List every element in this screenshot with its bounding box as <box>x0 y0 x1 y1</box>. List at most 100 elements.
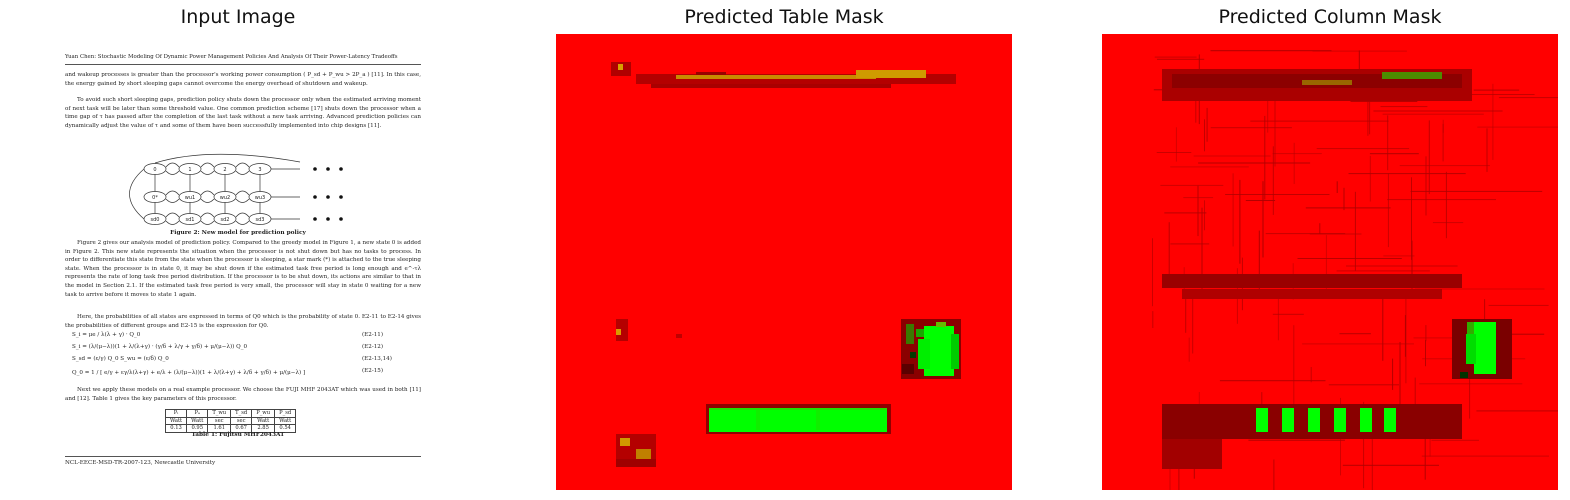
diagram-state-label: 2 <box>223 167 226 173</box>
mask-noise <box>1210 127 1292 129</box>
mask-noise <box>1410 190 1543 192</box>
figure-caption: Figure 2: New model for prediction polic… <box>170 230 306 236</box>
mask-noise <box>1367 75 1369 136</box>
mask-noise <box>1201 207 1203 292</box>
table-cell: 0.95 <box>186 424 209 433</box>
mask-noise <box>1272 153 1322 155</box>
mask-noise <box>1156 152 1192 153</box>
table-row: 0.13 0.95 1.61 0.67 2.85 0.54 <box>164 424 297 433</box>
document-page: Yuan Chen: Stochastic Modeling Of Dynami… <box>10 34 466 490</box>
mask-noise <box>1277 295 1279 341</box>
mask-noise <box>1383 255 1415 257</box>
mask-noise <box>1477 126 1558 128</box>
diagram-arrow <box>165 162 180 168</box>
mask-noise <box>1192 292 1194 354</box>
mask-noise <box>1405 296 1407 384</box>
mask-noise <box>1185 296 1187 333</box>
equation-2: S_i = (λ/(μ−λ))(1 + λ/(λ+γ) · (γ/δ + λ/γ… <box>72 344 248 350</box>
mask-noise <box>1429 425 1431 457</box>
mask-noise <box>1265 233 1346 235</box>
diagram-arrow <box>165 190 180 196</box>
mask-noise <box>1425 325 1427 342</box>
equation-3: S_sd = (ε/γ) Q_0 S_wu = (ε/δ) Q_0 <box>72 356 169 362</box>
mask-noise <box>1168 222 1170 287</box>
mask-noise <box>1325 235 1327 290</box>
diagram-state <box>178 213 202 225</box>
mask-noise <box>1178 457 1180 490</box>
ellipsis-dot <box>339 195 343 199</box>
mask-noise <box>1225 194 1330 195</box>
diagram-state-label: 3 <box>258 167 261 173</box>
mask-noise <box>1198 162 1311 164</box>
mask-noise <box>1310 367 1312 383</box>
ellipsis-dot <box>339 167 343 171</box>
mask-noise <box>1387 115 1389 171</box>
table-cell: 0.54 <box>274 424 297 433</box>
mask-noise <box>1484 299 1486 321</box>
table-cell: Watt <box>186 416 209 426</box>
footer-rule <box>65 456 421 457</box>
mask-noise <box>1272 313 1304 315</box>
table-cell: T_wu <box>207 409 232 418</box>
table-mask-image <box>611 62 961 467</box>
parameter-table: Pᵢ Pₐ T_wu T_sd P_wu P_sd Watt Watt sec … <box>164 409 297 433</box>
mask-noise <box>1273 459 1275 490</box>
diagram-arrow <box>129 168 145 220</box>
mask-noise <box>1473 89 1520 91</box>
diagram-state-label: wu3 <box>255 195 265 201</box>
mask-noise <box>1387 173 1389 248</box>
diagram-state-label: wu2 <box>220 195 230 201</box>
mask-noise <box>1305 207 1391 209</box>
mask-noise <box>1363 401 1365 489</box>
mask-noise <box>1248 439 1345 441</box>
ellipsis-dot <box>326 217 330 221</box>
mask-noise <box>1152 311 1154 328</box>
column-mask-image <box>1152 50 1558 490</box>
mask-noise <box>1232 173 1234 247</box>
diagram-state-label: wu1 <box>185 195 195 201</box>
table-mask-panel <box>556 34 1012 490</box>
header-rule <box>65 64 421 65</box>
mask-noise <box>1193 155 1271 157</box>
mask-noise <box>1399 165 1490 167</box>
mask-noise <box>1411 240 1413 295</box>
diagram-arrow <box>200 198 215 203</box>
mask-noise <box>1387 199 1496 201</box>
table-cell: sec <box>230 416 253 426</box>
mask-noise <box>1328 384 1399 386</box>
diagram-arrow <box>200 212 215 218</box>
equation-3-number: (E2-13,14) <box>362 356 392 362</box>
mask-noise <box>1492 83 1494 160</box>
diagram-arrow <box>200 170 215 175</box>
table-cell: P_wu <box>251 409 276 418</box>
mask-noise <box>1297 258 1402 259</box>
mask-noise <box>1380 106 1428 108</box>
diagram-arrow <box>165 212 180 218</box>
diagram-state-label: 0 <box>153 167 156 173</box>
mask-noise <box>1343 187 1345 211</box>
diagram-state-label: sd2 <box>221 217 230 223</box>
mask-noise <box>1204 119 1205 152</box>
mask-noise <box>1442 123 1444 162</box>
mask-noise <box>1219 380 1326 382</box>
mask-noise <box>1371 421 1373 490</box>
column-mask-title: Predicted Column Mask <box>1218 6 1442 28</box>
diagram-state-label: sd0 <box>151 217 160 223</box>
mask-noise <box>1250 120 1389 122</box>
ellipsis-dot <box>326 167 330 171</box>
ellipsis-dot <box>339 217 343 221</box>
mask-noise <box>1204 200 1205 231</box>
mask-noise <box>1354 191 1356 271</box>
paragraph-3: Figure 2 gives our analysis model of pre… <box>65 240 421 298</box>
mask-noise <box>1264 115 1266 200</box>
diagram-state <box>213 213 237 225</box>
equation-4-number: (E2-15) <box>362 368 384 374</box>
column-mask-panel <box>1102 34 1558 490</box>
mask-noise <box>1267 96 1269 133</box>
table-cell: P_sd <box>274 409 297 418</box>
mask-noise <box>1302 343 1414 345</box>
mask-noise <box>1404 315 1406 357</box>
diagram-arrow <box>200 220 215 225</box>
mask-noise <box>1210 50 1332 52</box>
ellipsis-dot <box>313 217 317 221</box>
